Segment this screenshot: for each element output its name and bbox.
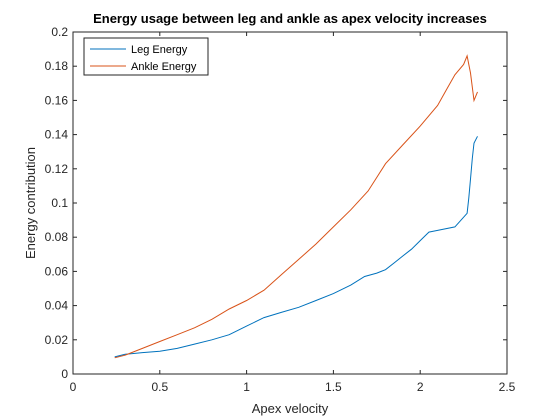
y-tick-label: 0.06: [45, 264, 69, 278]
series-line-leg-energy: [114, 136, 478, 358]
x-tick-label: 2.5: [499, 380, 516, 394]
x-tick-label: 2: [417, 380, 424, 394]
y-tick-label: 0.12: [45, 162, 69, 176]
x-tick-label: 0.5: [151, 380, 168, 394]
y-axis-label: Energy contribution: [23, 147, 38, 259]
series-line-ankle-energy: [114, 54, 478, 359]
y-tick-label: 0.04: [45, 299, 69, 313]
y-tick-label: 0.1: [51, 196, 68, 210]
x-tick-label: 0: [70, 380, 77, 394]
x-tick-label: 1: [243, 380, 250, 394]
y-tick-label: 0.02: [45, 333, 69, 347]
x-axis-label: Apex velocity: [252, 401, 329, 416]
legend-label-ankle-energy: Ankle Energy: [131, 61, 197, 73]
y-tick-label: 0.2: [51, 25, 68, 39]
chart-title: Energy usage between leg and ankle as ap…: [93, 11, 487, 26]
plot-area: [72, 31, 508, 375]
x-axis-ticks: 0 0.5 1 1.5 2 2.5: [70, 32, 516, 394]
y-axis-ticks: 0 0.02 0.04 0.06 0.08 0.1 0.12 0.14 0.16 0.18 0.2: [45, 25, 507, 381]
y-tick-label: 0.08: [45, 230, 69, 244]
y-tick-label: 0: [61, 367, 68, 381]
legend-box: [83, 37, 209, 76]
series-lines: [114, 54, 478, 359]
y-tick-label: 0.18: [45, 59, 69, 73]
y-tick-label: 0.14: [45, 128, 69, 142]
legend: Leg Energy Ankle Energy: [83, 37, 209, 76]
x-tick-label: 1.5: [325, 380, 342, 394]
legend-label-leg-energy: Leg Energy: [131, 44, 188, 56]
y-tick-label: 0.16: [45, 93, 69, 107]
